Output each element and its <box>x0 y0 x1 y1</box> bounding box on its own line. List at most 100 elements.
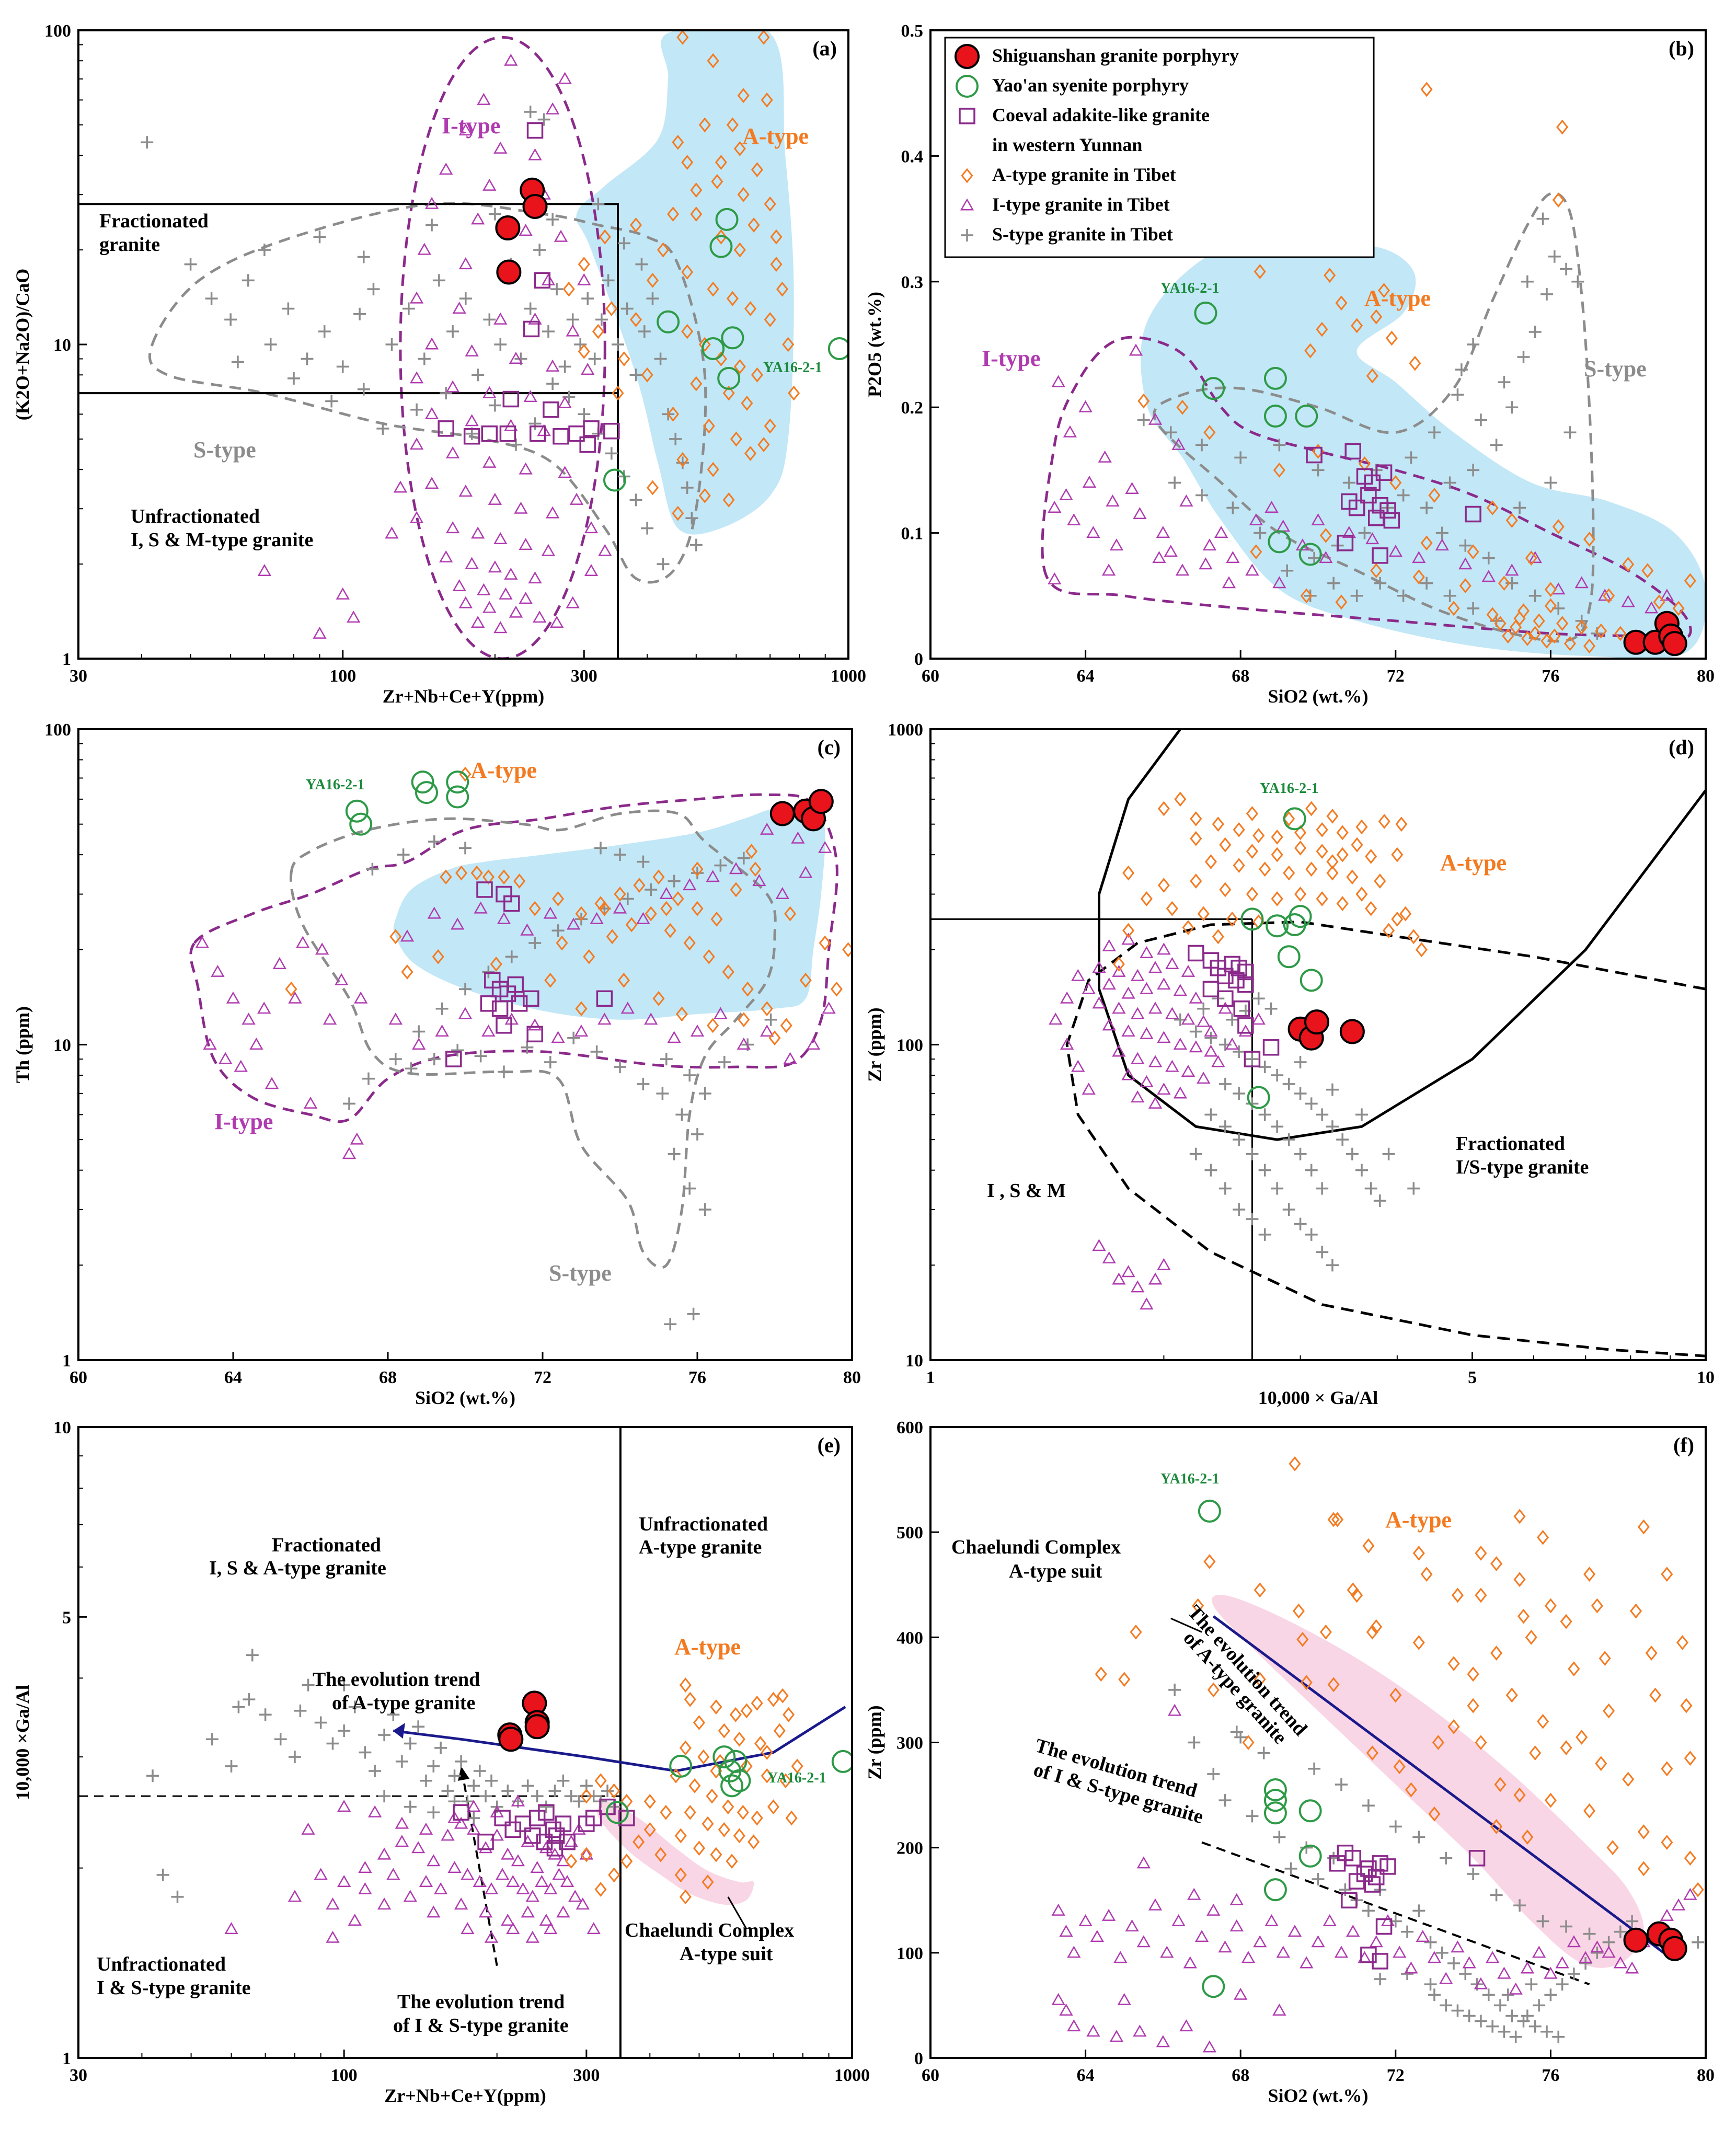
i_type-point <box>458 123 473 136</box>
adakite-point <box>491 1000 509 1017</box>
legend-label: S-type granite in Tibet <box>992 224 1173 245</box>
legend: Shiguanshan granite porphyry Yao'an syeni… <box>944 37 1375 258</box>
a_type-point <box>641 367 653 383</box>
plot-area-a <box>78 30 848 659</box>
a_type-point <box>1556 119 1569 135</box>
i_type-point <box>1229 1893 1244 1905</box>
s_type-point <box>1389 1820 1402 1833</box>
s_type-point <box>1517 351 1530 364</box>
a_type-point <box>1378 814 1390 829</box>
adakite-point <box>524 1827 541 1844</box>
s_type-point <box>605 447 618 460</box>
i_type-point <box>581 363 595 375</box>
series-s_type-b <box>1137 212 1604 640</box>
yaoan-point <box>1298 1844 1322 1868</box>
s_type-point <box>654 352 667 365</box>
s_type-point <box>528 937 542 950</box>
i_type-point <box>528 1018 542 1031</box>
a_type-point <box>799 972 812 988</box>
sample-label-ya16: YA16-2-1 <box>763 360 822 376</box>
y-tick-label: 1 <box>62 1351 71 1371</box>
a_type-point <box>556 935 568 951</box>
a_type-point <box>1513 1509 1526 1524</box>
series-yaoan-b <box>1194 301 1322 566</box>
s_type-point <box>501 1785 514 1798</box>
yaoan-point <box>1283 807 1306 831</box>
a_type-point <box>1420 82 1433 97</box>
series-a_type-b <box>1137 82 1696 654</box>
s_type-point <box>357 250 370 263</box>
i_type-point <box>386 1868 400 1880</box>
i_type-point <box>1528 551 1542 563</box>
panel-letter: (f) <box>1673 1433 1694 1457</box>
i_type-point <box>419 1875 433 1888</box>
i_type-point <box>519 462 533 475</box>
i_type-point <box>296 936 310 948</box>
i_type-point <box>1204 1044 1218 1057</box>
i_type-point <box>1590 1940 1604 1953</box>
a_type-point <box>528 901 541 916</box>
s_type-point <box>660 1053 673 1066</box>
i_type-point <box>1229 1919 1244 1932</box>
adakite-point <box>1372 547 1388 564</box>
a_type-point <box>667 406 680 422</box>
a_type-point <box>688 1778 701 1793</box>
s_type-point <box>313 231 326 244</box>
a_type-point <box>722 1799 734 1815</box>
i_type-point <box>400 929 415 942</box>
a_type-point <box>1467 1666 1479 1682</box>
i_type-point <box>620 1002 635 1014</box>
a_type-point <box>1552 519 1565 534</box>
series-adakite-f <box>1329 1844 1486 1970</box>
y-tick-label: 1 <box>62 2049 71 2068</box>
s_type-point <box>1362 1799 1375 1812</box>
a_type-point <box>675 1006 688 1022</box>
s_type-point <box>362 1072 375 1085</box>
s_type-point <box>656 1087 669 1100</box>
s_type-point <box>1264 1002 1278 1015</box>
i_type-point <box>257 563 272 576</box>
i_type-point <box>520 923 534 936</box>
a_type-point <box>1246 806 1258 821</box>
s_type-point <box>428 1053 441 1066</box>
yaoan-point <box>1289 905 1312 928</box>
adakite-point <box>546 1839 564 1857</box>
i_type-point <box>1602 1946 1616 1958</box>
a_type-point <box>1391 911 1404 927</box>
s_type-point <box>1282 1077 1295 1090</box>
a_type-point <box>1447 1656 1460 1672</box>
a_type-point <box>1176 399 1189 415</box>
s_type-point <box>483 313 496 326</box>
s_type-point <box>488 399 501 412</box>
i_type-point <box>1439 1972 1453 1984</box>
s_type-point <box>467 1812 480 1825</box>
i_type-point <box>488 560 502 573</box>
x-tick-label: 76 <box>1542 666 1559 686</box>
s_type-point <box>641 522 654 535</box>
i_type-point <box>552 1868 566 1880</box>
i_type-point <box>1520 1961 1535 1974</box>
a_type-point <box>1490 1646 1503 1661</box>
a_type-point <box>785 1810 798 1826</box>
a_type-point <box>513 873 526 889</box>
s_type-point <box>664 1318 677 1331</box>
a_type-point <box>679 1740 692 1756</box>
i_type-point <box>1671 1898 1686 1911</box>
legend-marker-5 <box>960 198 974 211</box>
panel-d: 1 5 10 10 100 1000 10,000 × Ga/Al Zr (ppm) (d) <box>864 720 1715 1408</box>
s_type-point <box>441 1785 454 1798</box>
a_type-point <box>1242 1735 1255 1750</box>
s_type-point <box>1246 1097 1259 1110</box>
i_type-point <box>323 1013 337 1025</box>
s_type-point <box>1218 1077 1232 1090</box>
i_type-point <box>490 1805 504 1817</box>
s_type-point <box>274 1733 287 1746</box>
adakite-point <box>1337 535 1354 551</box>
a_type-point <box>715 229 727 245</box>
a-type-envelope-d <box>1098 729 1706 1141</box>
s_type-point <box>566 313 579 326</box>
s_type-point <box>1226 501 1239 514</box>
i_type-point <box>541 273 556 285</box>
i_type-point <box>1171 1914 1186 1926</box>
s_type-point <box>1513 1899 1526 1912</box>
